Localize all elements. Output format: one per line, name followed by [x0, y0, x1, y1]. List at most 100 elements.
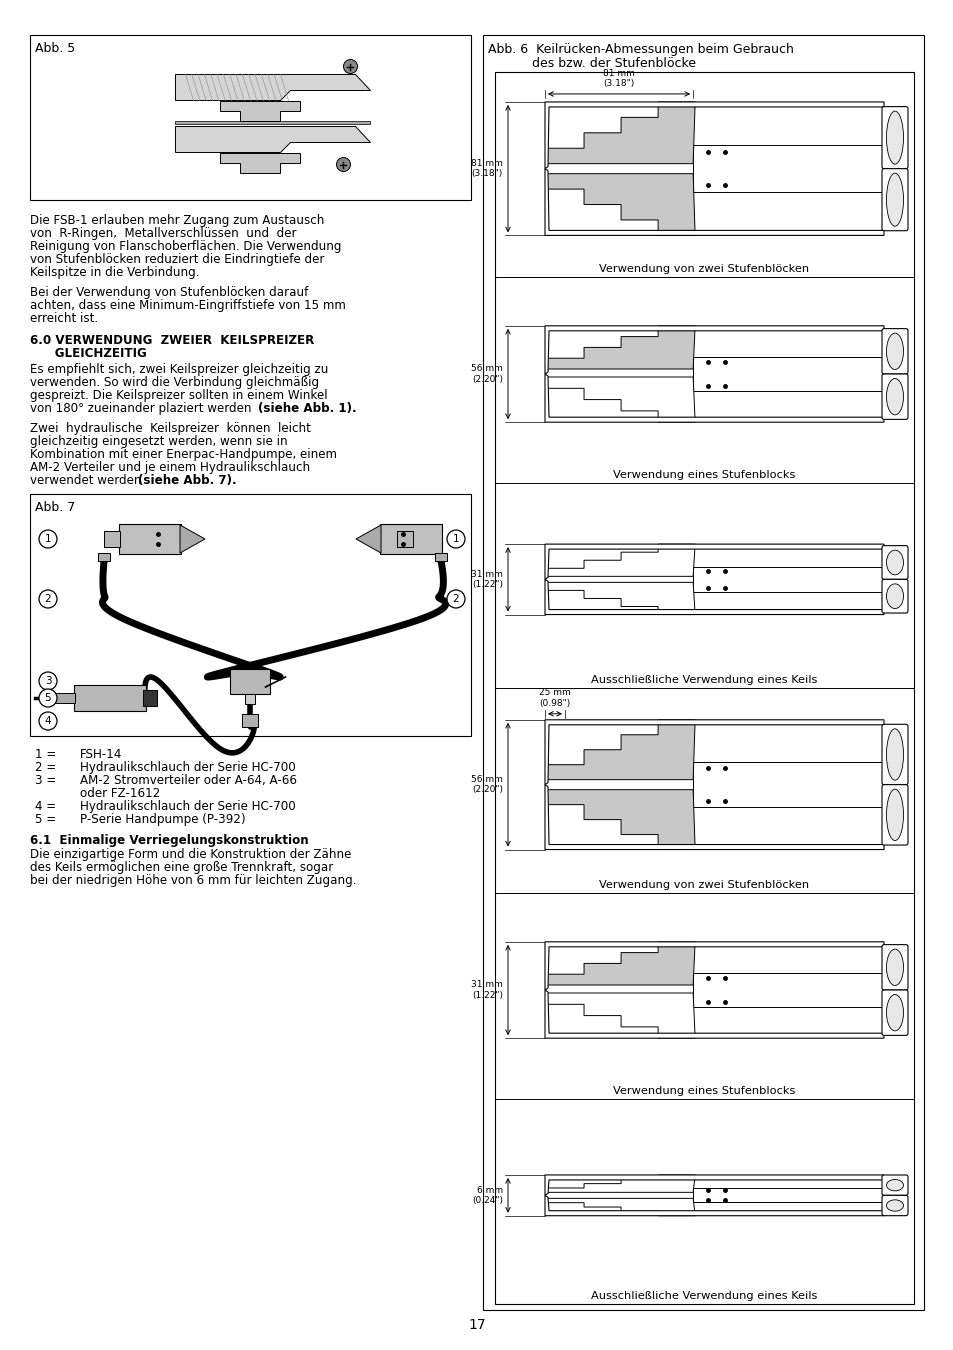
Text: Verwendung eines Stufenblocks: Verwendung eines Stufenblocks — [613, 1085, 795, 1096]
FancyBboxPatch shape — [882, 169, 907, 231]
Polygon shape — [544, 784, 883, 849]
FancyBboxPatch shape — [882, 328, 907, 374]
Text: P-Serie Handpumpe (P-392): P-Serie Handpumpe (P-392) — [80, 813, 245, 826]
Polygon shape — [175, 74, 370, 100]
Text: von Stufenblöcken reduziert die Eindringtiefe der: von Stufenblöcken reduziert die Eindring… — [30, 252, 324, 266]
Circle shape — [39, 711, 57, 730]
Polygon shape — [546, 942, 695, 986]
Ellipse shape — [885, 995, 902, 1031]
FancyBboxPatch shape — [882, 1195, 907, 1216]
Text: 4: 4 — [45, 716, 51, 726]
Text: Die FSB-1 erlauben mehr Zugang zum Austausch: Die FSB-1 erlauben mehr Zugang zum Austa… — [30, 215, 324, 227]
FancyBboxPatch shape — [495, 72, 913, 1304]
Text: Abb. 6  Keilrücken-Abmessungen beim Gebrauch: Abb. 6 Keilrücken-Abmessungen beim Gebra… — [488, 43, 793, 55]
FancyBboxPatch shape — [482, 35, 923, 1309]
Text: AM-2 Verteiler und je einem Hydraulikschlauch: AM-2 Verteiler und je einem Hydrauliksch… — [30, 460, 310, 474]
FancyBboxPatch shape — [882, 374, 907, 420]
Polygon shape — [546, 377, 695, 423]
Text: verwenden. So wird die Verbindung gleichmäßig: verwenden. So wird die Verbindung gleich… — [30, 377, 319, 389]
Polygon shape — [220, 153, 300, 173]
FancyBboxPatch shape — [379, 524, 441, 554]
FancyBboxPatch shape — [104, 531, 120, 547]
Polygon shape — [546, 174, 695, 235]
Text: Verwendung von zwei Stufenblöcken: Verwendung von zwei Stufenblöcken — [598, 265, 809, 274]
Text: 31 mm
(1.22"): 31 mm (1.22") — [471, 570, 502, 589]
Polygon shape — [544, 1195, 883, 1216]
Text: Verwendung von zwei Stufenblöcken: Verwendung von zwei Stufenblöcken — [598, 880, 809, 891]
Circle shape — [447, 531, 464, 548]
FancyBboxPatch shape — [882, 545, 907, 579]
FancyBboxPatch shape — [175, 120, 370, 123]
Text: 4 =: 4 = — [35, 801, 56, 813]
Ellipse shape — [885, 378, 902, 414]
Ellipse shape — [885, 1180, 902, 1191]
FancyBboxPatch shape — [435, 554, 447, 562]
Text: FSH-14: FSH-14 — [80, 748, 122, 761]
Polygon shape — [546, 325, 695, 369]
FancyBboxPatch shape — [882, 107, 907, 169]
Text: Abb. 7: Abb. 7 — [35, 501, 75, 514]
Text: 1: 1 — [453, 535, 458, 544]
Polygon shape — [544, 374, 883, 423]
Polygon shape — [544, 942, 883, 990]
Circle shape — [447, 590, 464, 608]
Polygon shape — [544, 720, 883, 784]
Text: 56 mm
(2.20"): 56 mm (2.20") — [471, 775, 502, 794]
Text: GLEICHZEITIG: GLEICHZEITIG — [30, 347, 147, 360]
Text: Ausschließliche Verwendung eines Keils: Ausschließliche Verwendung eines Keils — [591, 1291, 817, 1301]
Text: 2: 2 — [453, 594, 458, 603]
FancyBboxPatch shape — [693, 761, 883, 807]
Text: 6 mm
(0.24"): 6 mm (0.24") — [472, 1185, 502, 1206]
Text: (siehe Abb. 7).: (siehe Abb. 7). — [138, 474, 236, 487]
Text: 25 mm
(0.98"): 25 mm (0.98") — [538, 688, 570, 707]
Circle shape — [39, 590, 57, 608]
Text: (siehe Abb. 1).: (siehe Abb. 1). — [257, 402, 356, 414]
FancyBboxPatch shape — [693, 567, 883, 591]
FancyBboxPatch shape — [693, 358, 883, 391]
Text: 5: 5 — [45, 693, 51, 703]
FancyBboxPatch shape — [693, 1188, 883, 1203]
FancyBboxPatch shape — [245, 694, 255, 703]
Polygon shape — [544, 103, 883, 169]
FancyBboxPatch shape — [30, 494, 471, 736]
Text: Abb. 5: Abb. 5 — [35, 42, 75, 55]
Text: 2 =: 2 = — [35, 761, 56, 774]
FancyBboxPatch shape — [74, 684, 146, 711]
Text: 81 mm
(3.18"): 81 mm (3.18") — [602, 69, 635, 88]
Text: 6.1  Einmalige Verriegelungskonstruktion: 6.1 Einmalige Verriegelungskonstruktion — [30, 834, 309, 846]
FancyBboxPatch shape — [30, 35, 471, 200]
Polygon shape — [544, 325, 883, 374]
Text: 3: 3 — [45, 676, 51, 686]
Polygon shape — [546, 544, 695, 576]
Polygon shape — [546, 790, 695, 849]
Text: Hydraulikschlauch der Serie HC-700: Hydraulikschlauch der Serie HC-700 — [80, 801, 295, 813]
Ellipse shape — [885, 583, 902, 609]
Polygon shape — [546, 582, 695, 614]
Text: Ausschließliche Verwendung eines Keils: Ausschließliche Verwendung eines Keils — [591, 675, 817, 684]
Text: Zwei  hydraulische  Keilspreizer  können  leicht: Zwei hydraulische Keilspreizer können le… — [30, 423, 311, 435]
Polygon shape — [546, 1199, 695, 1216]
Polygon shape — [355, 525, 380, 553]
Ellipse shape — [885, 1200, 902, 1211]
FancyBboxPatch shape — [231, 670, 271, 694]
Text: 6.0 VERWENDUNG  ZWEIER  KEILSPREIZER: 6.0 VERWENDUNG ZWEIER KEILSPREIZER — [30, 333, 314, 347]
FancyBboxPatch shape — [119, 524, 181, 554]
FancyBboxPatch shape — [143, 690, 157, 706]
Text: 17: 17 — [468, 1318, 485, 1332]
FancyBboxPatch shape — [693, 146, 883, 192]
Polygon shape — [544, 579, 883, 614]
FancyBboxPatch shape — [396, 531, 413, 547]
Ellipse shape — [885, 111, 902, 165]
Text: oder FZ-1612: oder FZ-1612 — [80, 787, 160, 801]
Ellipse shape — [885, 551, 902, 575]
Circle shape — [39, 688, 57, 707]
FancyBboxPatch shape — [882, 1174, 907, 1195]
Polygon shape — [544, 1174, 883, 1195]
Polygon shape — [546, 720, 695, 780]
Circle shape — [343, 59, 357, 73]
FancyBboxPatch shape — [242, 714, 258, 728]
Text: Die einzigartige Form und die Konstruktion der Zähne: Die einzigartige Form und die Konstrukti… — [30, 848, 351, 861]
Text: Verwendung eines Stufenblocks: Verwendung eines Stufenblocks — [613, 470, 795, 479]
Ellipse shape — [885, 173, 902, 227]
FancyBboxPatch shape — [55, 693, 75, 703]
